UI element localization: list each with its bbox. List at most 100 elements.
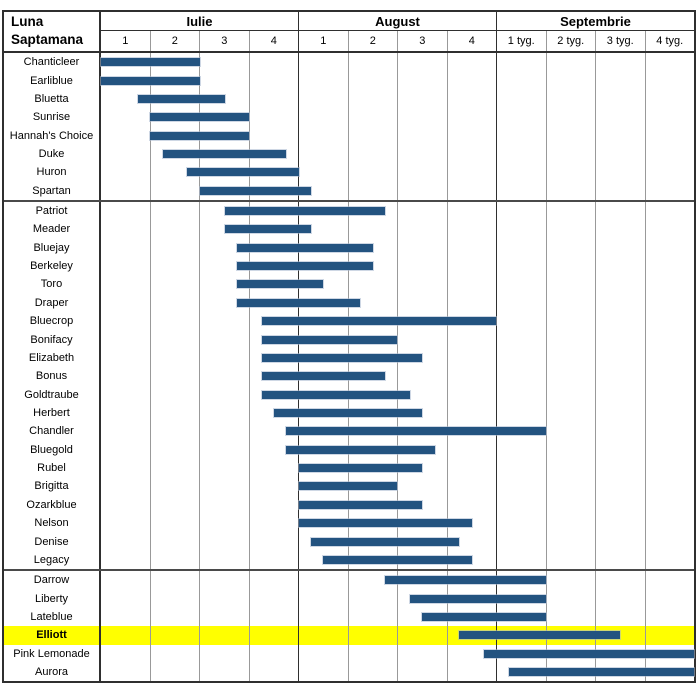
grid-cell [547, 71, 596, 90]
grid-cell [497, 126, 547, 145]
grid-cell [398, 53, 448, 72]
grid-cell [250, 607, 299, 627]
grid-cell [151, 238, 200, 257]
variety-label: Rubel [4, 458, 101, 478]
grid-cell [151, 513, 200, 533]
variety-label: Huron [4, 163, 101, 182]
grid-cell [250, 53, 299, 72]
grid-cell [646, 126, 695, 144]
grid-cell [398, 256, 448, 276]
grid-cell [596, 181, 646, 200]
grid-cell [646, 589, 695, 607]
gantt-track [101, 403, 694, 423]
variety-label: Hannah's Choice [4, 126, 101, 145]
grid-cell [151, 440, 200, 459]
gantt-track [101, 589, 695, 608]
grid-cell [398, 403, 448, 423]
grid-cell [101, 513, 151, 533]
grid-cell [250, 589, 299, 608]
ripening-period-bar [236, 262, 373, 271]
grid-cell [497, 440, 547, 459]
grid-cell [299, 181, 349, 200]
grid-cell [448, 367, 497, 386]
gantt-row: Hannah's Choice [4, 126, 695, 145]
grid-cell [398, 89, 448, 109]
grid-cell [250, 532, 299, 551]
grid-cell [497, 181, 547, 200]
variety-label: Spartan [4, 181, 101, 200]
gantt-row: Patriot [4, 201, 694, 221]
grid-cell [250, 477, 299, 496]
gantt-track [101, 238, 694, 257]
grid-cell [200, 312, 250, 331]
grid-cell [497, 108, 547, 127]
grid-cell [349, 238, 398, 257]
grid-cell [101, 495, 151, 514]
grid-cell [497, 589, 547, 608]
grid-cell [497, 403, 547, 423]
grid-cell [646, 71, 695, 89]
week-header-cell: 2 [349, 31, 398, 51]
grid-cell [646, 477, 695, 495]
variety-label: Bluegold [4, 440, 101, 459]
grid-cell [547, 108, 596, 127]
grid-cell [497, 144, 547, 164]
variety-label: Ozarkblue [4, 495, 101, 514]
grid-cell [349, 89, 398, 109]
grid-cell [151, 644, 200, 663]
grid-cell [497, 238, 547, 257]
gantt-track [101, 126, 695, 145]
grid-cell [250, 495, 299, 514]
grid-cell [200, 385, 250, 404]
grid-cell [250, 626, 299, 645]
grid-cell [151, 626, 200, 645]
grid-cell [448, 312, 497, 331]
gantt-row: Chanticleer [4, 53, 694, 72]
grid-cell [596, 422, 646, 441]
gantt-track [101, 550, 694, 570]
gantt-row-highlighted: Elliott [4, 626, 694, 645]
grid-cell [448, 513, 497, 533]
grid-cell [299, 626, 349, 645]
grid-cell [547, 238, 596, 257]
grid-cell [200, 477, 250, 496]
grid-cell [448, 495, 497, 514]
grid-cell [596, 275, 646, 294]
grid-cell [151, 662, 200, 682]
grid-cell [497, 422, 547, 441]
grid-cell [448, 144, 497, 164]
grid-cell [547, 385, 596, 404]
grid-cell [596, 571, 646, 590]
grid-cell [596, 220, 646, 239]
grid-cell [250, 144, 299, 164]
grid-cell [200, 458, 250, 478]
grid-cell [448, 385, 497, 404]
grid-cell [497, 477, 547, 496]
grid-cell [349, 644, 398, 663]
grid-cell [101, 293, 151, 313]
gantt-rows: Chanticleer Earliblue Bluetta Sunrise Hannah… [4, 53, 695, 682]
week-header-cell: 1 [299, 31, 349, 51]
grid-cell [151, 403, 200, 423]
grid-cell [398, 181, 448, 200]
grid-cell [596, 312, 646, 331]
gantt-row: Earliblue [4, 71, 695, 90]
week-header-cell: 1 tyg. [497, 31, 547, 51]
grid-cell [497, 312, 547, 331]
grid-cell [299, 662, 349, 682]
grid-cell [398, 293, 448, 313]
ripening-period-bar [298, 464, 423, 473]
ripening-period-bar [298, 482, 398, 491]
grid-cell [596, 201, 646, 221]
grid-cell [101, 422, 151, 441]
grid-cell [497, 532, 547, 551]
grid-cell [200, 440, 250, 459]
grid-cell [596, 550, 646, 570]
variety-label: Nelson [4, 513, 101, 533]
grid-cell [646, 330, 695, 348]
grid-cell [101, 312, 151, 331]
gantt-row: Bluegold [4, 440, 694, 459]
